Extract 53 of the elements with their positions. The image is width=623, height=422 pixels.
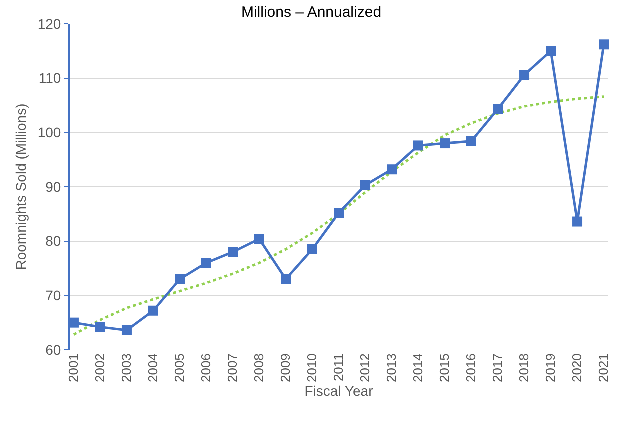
x-tick-label: 2020 bbox=[570, 354, 585, 383]
point bbox=[334, 208, 344, 218]
point bbox=[122, 325, 132, 336]
point bbox=[174, 274, 185, 284]
x-tick-label: 2019 bbox=[543, 354, 558, 383]
line-series bbox=[72, 96, 606, 336]
chart-title: Millions – Annualized bbox=[241, 4, 382, 21]
point bbox=[308, 244, 318, 254]
point bbox=[466, 136, 477, 146]
x-tick-label: 2015 bbox=[437, 354, 452, 383]
point bbox=[148, 306, 158, 316]
point bbox=[281, 274, 291, 284]
x-tick-label: 2018 bbox=[516, 354, 532, 383]
point bbox=[254, 234, 264, 244]
point bbox=[440, 138, 450, 149]
y-tick-label: 120 bbox=[38, 16, 62, 32]
x-tick-label: 2008 bbox=[252, 354, 267, 383]
x-tick-label: 2017 bbox=[490, 354, 506, 383]
point bbox=[599, 40, 610, 50]
x-tick-label: 2011 bbox=[331, 354, 346, 382]
x-axis-title: Fiscal Year bbox=[304, 382, 374, 399]
point bbox=[572, 216, 583, 227]
y-tick-label: 60 bbox=[46, 342, 62, 358]
x-tick-label: 2013 bbox=[384, 354, 400, 383]
x-tick-label: 2012 bbox=[358, 354, 373, 383]
x-tick-label: 2016 bbox=[464, 354, 479, 383]
x-tick-label: 2021 bbox=[596, 354, 612, 383]
point bbox=[414, 140, 424, 151]
x-tick-label: 2003 bbox=[119, 354, 134, 383]
x-tick-label: 2007 bbox=[225, 354, 240, 383]
y-tick-label: 70 bbox=[46, 288, 62, 304]
point bbox=[360, 180, 370, 190]
y-tick-label: 90 bbox=[46, 178, 62, 195]
point bbox=[228, 247, 238, 258]
x-tick-label: 2014 bbox=[410, 354, 426, 383]
point bbox=[493, 104, 504, 114]
x-tick-label: 2002 bbox=[92, 354, 108, 383]
point bbox=[387, 164, 397, 175]
x-tick-label: 2001 bbox=[66, 354, 82, 383]
x-tick-label: 2010 bbox=[304, 354, 320, 383]
y-tick-label: 110 bbox=[38, 70, 62, 86]
x-tick-label: 2006 bbox=[198, 354, 214, 383]
point bbox=[520, 70, 530, 80]
x-tick-label: 2005 bbox=[172, 354, 188, 383]
point bbox=[546, 46, 556, 56]
y-tick-label: 100 bbox=[38, 124, 62, 141]
y-tick-label: 80 bbox=[46, 233, 62, 250]
point bbox=[95, 322, 106, 332]
x-tick-label: 2009 bbox=[278, 354, 294, 383]
x-tick-label: 2004 bbox=[146, 354, 161, 383]
y-axis-title: Roomnights Sold (Millions) bbox=[12, 104, 29, 270]
point bbox=[201, 258, 212, 268]
point bbox=[68, 318, 79, 328]
